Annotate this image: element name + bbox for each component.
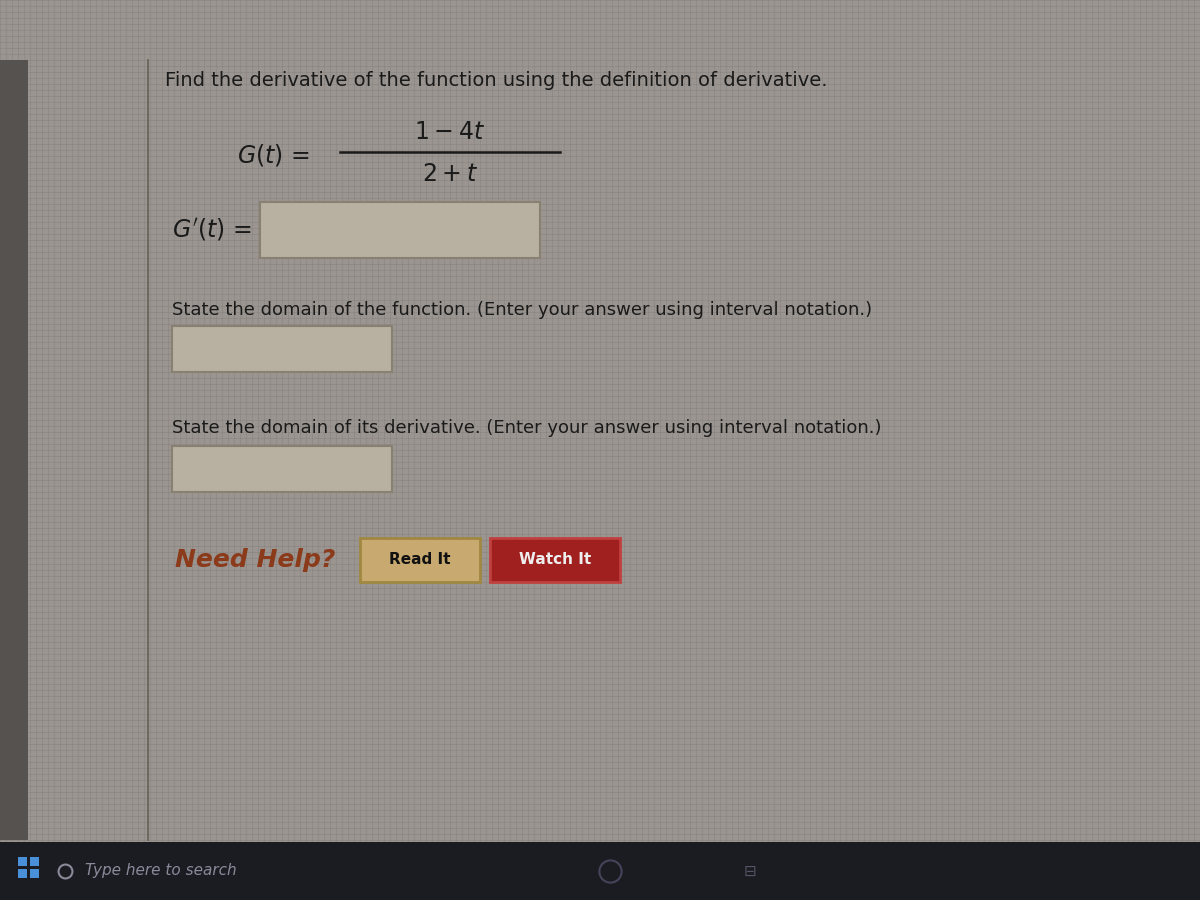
Text: Type here to search: Type here to search [85, 863, 236, 878]
Text: Read It: Read It [389, 553, 451, 568]
Text: State the domain of the function. (Enter your answer using interval notation.): State the domain of the function. (Enter… [172, 301, 872, 319]
Text: $2 + t$: $2 + t$ [422, 162, 478, 186]
FancyBboxPatch shape [30, 869, 38, 878]
Text: Find the derivative of the function using the definition of derivative.: Find the derivative of the function usin… [166, 70, 828, 89]
FancyBboxPatch shape [18, 857, 28, 866]
FancyBboxPatch shape [260, 202, 540, 258]
FancyBboxPatch shape [18, 869, 28, 878]
Text: ⊟: ⊟ [744, 863, 756, 878]
FancyBboxPatch shape [172, 446, 392, 492]
Text: $\mathit{G(t)}$ =: $\mathit{G(t)}$ = [238, 142, 310, 168]
Text: $1 - 4t$: $1 - 4t$ [414, 120, 486, 144]
FancyBboxPatch shape [490, 538, 620, 582]
Text: Need Help?: Need Help? [175, 548, 335, 572]
FancyBboxPatch shape [172, 326, 392, 372]
FancyBboxPatch shape [360, 538, 480, 582]
FancyBboxPatch shape [0, 60, 28, 840]
Text: State the domain of its derivative. (Enter your answer using interval notation.): State the domain of its derivative. (Ent… [172, 419, 882, 437]
FancyBboxPatch shape [30, 857, 38, 866]
FancyBboxPatch shape [0, 842, 1200, 900]
Text: $G'(t)$ =: $G'(t)$ = [172, 217, 252, 243]
Text: Watch It: Watch It [518, 553, 592, 568]
